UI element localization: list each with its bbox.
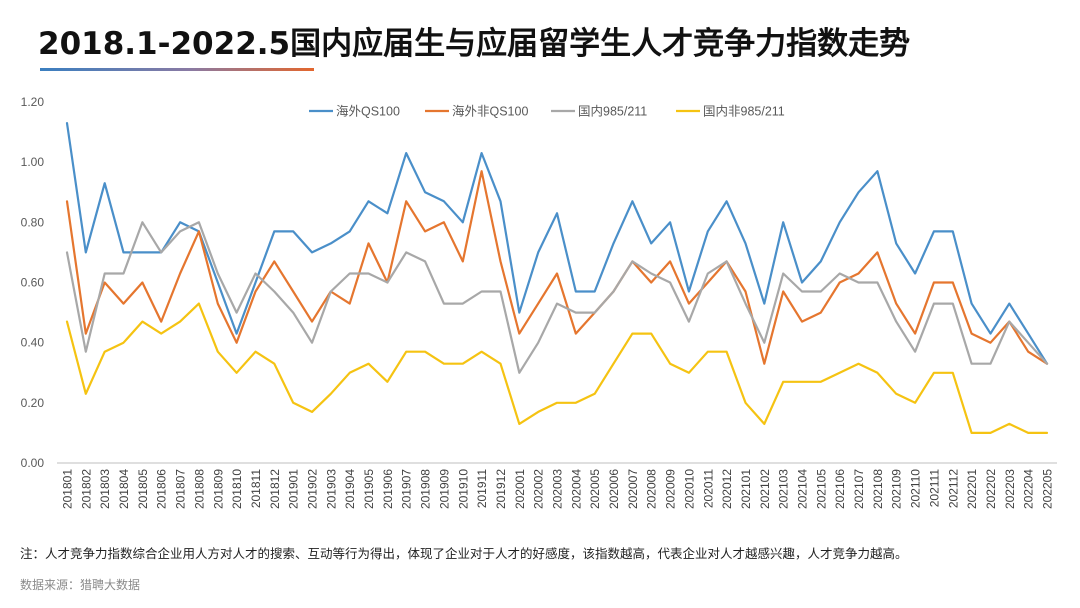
legend-label: 国内985/211 [578,105,647,119]
x-tick-label: 202009 [664,469,678,509]
x-tick-label: 201808 [192,469,206,509]
x-tick-label: 202110 [909,469,923,508]
x-axis: 201801 201802 201803 201804 201805 201806 2018… [57,462,1057,509]
series-line-0 [65,121,1049,365]
y-tick-label: 0.20 [21,396,45,410]
x-tick-label: 201810 [230,469,244,509]
y-axis: 0.00 0.20 0.40 0.60 0.80 1.00 1.20 [21,95,45,470]
x-tick-label: 201803 [98,469,112,509]
x-tick-label: 202111 [927,469,941,508]
legend: 海外QS100 海外非QS100 国内985/211 国内非985/211 [309,104,785,119]
x-tick-label: 202205 [1041,469,1055,509]
x-tick-label: 202003 [551,469,565,509]
data-source: 数据来源：猎聘大数据 [20,578,141,592]
x-tick-label: 202010 [682,469,696,509]
y-tick-label: 1.00 [21,155,45,169]
x-tick-label: 202109 [890,469,904,509]
x-tick-label: 202104 [796,469,810,509]
x-tick-label: 201909 [437,469,451,509]
series-lines [65,121,1049,434]
x-tick-label: 202001 [513,469,527,509]
x-tick-label: 201901 [287,469,301,509]
x-tick-label: 201809 [211,469,225,509]
x-tick-label: 201904 [343,469,357,509]
y-tick-label: 1.20 [21,95,45,109]
x-tick-label: 202006 [607,469,621,509]
x-tick-label: 201910 [456,469,470,509]
x-tick-label: 202102 [758,469,772,509]
x-tick-label: 201811 [249,469,263,508]
x-tick-label: 201902 [306,469,320,509]
y-tick-label: 0.40 [21,336,45,350]
x-tick-label: 201906 [381,469,395,509]
y-tick-label: 0.80 [21,215,45,229]
x-tick-label: 201905 [362,469,376,509]
x-tick-label: 201908 [419,469,433,509]
page-title: 2018.1-2022.5国内应届生与应届留学生人才竞争力指数走势 [38,26,911,62]
x-tick-label: 202112 [946,469,960,508]
title-underline [40,68,314,71]
x-tick-label: 201903 [324,469,338,509]
legend-label: 海外非QS100 [452,104,528,119]
series-line-1 [65,170,1049,365]
x-tick-label: 201804 [117,469,131,509]
x-tick-label: 202106 [833,469,847,509]
x-tick-label: 202103 [777,469,791,509]
x-tick-label: 202002 [532,469,546,509]
x-tick-label: 201912 [494,469,508,509]
x-tick-label: 202005 [588,469,602,509]
x-tick-label: 201812 [268,469,282,509]
legend-label: 海外QS100 [336,104,400,119]
x-tick-label: 202204 [1022,469,1036,509]
x-tick-label: 202201 [965,469,979,509]
x-tick-label: 202101 [739,469,753,509]
x-tick-label: 201805 [136,469,150,509]
y-tick-label: 0.60 [21,276,45,290]
series-line-2 [65,221,1049,374]
x-tick-label: 201801 [61,469,75,509]
x-tick-label: 202105 [814,469,828,509]
x-tick-label: 202012 [720,469,734,509]
x-tick-label: 201807 [174,469,188,509]
x-tick-label: 202107 [852,469,866,509]
x-tick-label: 202007 [626,469,640,509]
x-tick-label: 202011 [701,469,715,508]
x-tick-label: 202004 [569,469,583,509]
series-line-3 [65,302,1049,434]
legend-label: 国内非985/211 [703,105,785,119]
x-tick-label: 201911 [475,469,489,508]
x-tick-label: 202203 [1003,469,1017,509]
line-chart: 0.000.200.400.600.801.001.20 201801 20180… [21,95,1057,509]
x-tick-label: 201806 [155,469,169,509]
x-tick-label: 202108 [871,469,885,509]
x-tick-label: 201802 [79,469,93,509]
footnote: 注：人才竞争力指数综合企业用人方对人才的搜索、互动等行为得出，体现了企业对于人才… [20,546,908,561]
x-tick-label: 202202 [984,469,998,509]
y-tick-label: 0.00 [21,456,45,470]
x-tick-label: 202008 [645,469,659,509]
x-tick-label: 201907 [400,469,414,509]
